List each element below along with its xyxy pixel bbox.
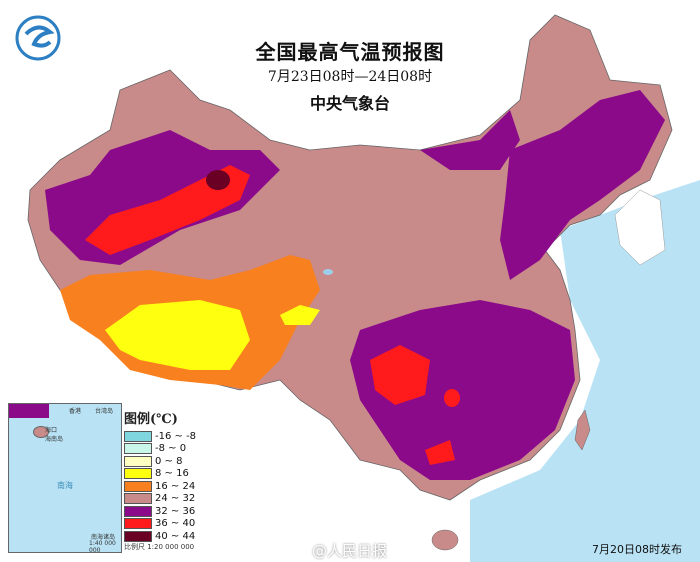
watermark: @人民日报 [312, 542, 388, 560]
agency-name: 中央气象台 [309, 94, 390, 113]
legend-swatch [124, 480, 152, 492]
qinghai-lake [323, 269, 333, 275]
legend-item: 36 ~ 40 [124, 518, 214, 531]
issue-time: 7月20日08时发布 [592, 543, 682, 556]
region-8-16-plateau [105, 300, 250, 370]
region-32-36-northeast [500, 90, 665, 280]
inset-label-haikou: 海口 [45, 427, 58, 434]
inset-label-south-sea: 南海 [57, 481, 73, 490]
legend-swatch [124, 430, 152, 442]
legend-item: 0 ~ 8 [124, 455, 214, 468]
map-title: 全国最高气温预报图 [255, 40, 445, 64]
legend-label: 24 ~ 32 [155, 493, 196, 505]
region-32-36-inner-mongolia [420, 110, 520, 170]
region-32-36-south [350, 300, 575, 480]
region-36-40-xinjiang [85, 165, 250, 255]
legend-label: 16 ~ 24 [155, 480, 196, 492]
region-36-40-south [425, 440, 455, 465]
legend-swatch [124, 505, 152, 517]
region-36-40-hunan [444, 389, 460, 407]
legend-swatch [124, 468, 152, 480]
inset-label-taiwan: 台湾岛 [95, 408, 114, 415]
legend-label: 32 ~ 36 [155, 505, 196, 517]
legend-item: -8 ~ 0 [124, 443, 214, 456]
cma-logo-icon [15, 15, 61, 61]
legend-swatch [124, 530, 152, 542]
inset-land-guangdong [9, 404, 49, 418]
region-36-40-sichuan-chongqing [370, 345, 430, 405]
legend-swatch [124, 443, 152, 455]
legend-item: -16 ~ -8 [124, 430, 214, 443]
legend-swatch [124, 455, 152, 467]
inset-label-hainan: 海南岛 [45, 436, 64, 443]
forecast-period: 7月23日08时—24日08时 [267, 69, 433, 85]
legend-label: 36 ~ 40 [155, 518, 196, 530]
region-40-44-turpan [206, 170, 230, 190]
korea-japan-land [614, 189, 666, 266]
legend-item: 8 ~ 16 [124, 468, 214, 481]
legend-label: -16 ~ -8 [155, 430, 197, 442]
inset-label-hongkong: 香港 [69, 408, 82, 415]
sea [470, 180, 700, 562]
inset-scale: 1:40 000 000 [89, 540, 116, 554]
region-8-16-qinghai [280, 305, 320, 325]
south-china-sea-inset: 香港 台湾岛 海口 海南岛 南海 南海诸岛 1:40 000 000 [8, 403, 122, 554]
legend-label: -8 ~ 0 [155, 443, 187, 455]
legend-label: 40 ~ 44 [155, 530, 196, 542]
legend-swatch [124, 493, 152, 505]
legend-title: 图例(℃) [124, 412, 178, 427]
hainan [431, 529, 459, 551]
legend-label: 0 ~ 8 [155, 455, 183, 467]
map-scale: 比例尺 1:20 000 000 [124, 543, 195, 551]
inset-hainan [33, 426, 49, 438]
taiwan [574, 409, 591, 451]
legend-item: 24 ~ 32 [124, 493, 214, 506]
legend-item: 16 ~ 24 [124, 480, 214, 493]
legend-item: 32 ~ 36 [124, 505, 214, 518]
legend-item: 40 ~ 44 [124, 530, 214, 543]
legend-label: 8 ~ 16 [155, 468, 189, 480]
legend-swatch [124, 518, 152, 530]
inset-label-islands: 南海诸岛 [91, 534, 116, 541]
